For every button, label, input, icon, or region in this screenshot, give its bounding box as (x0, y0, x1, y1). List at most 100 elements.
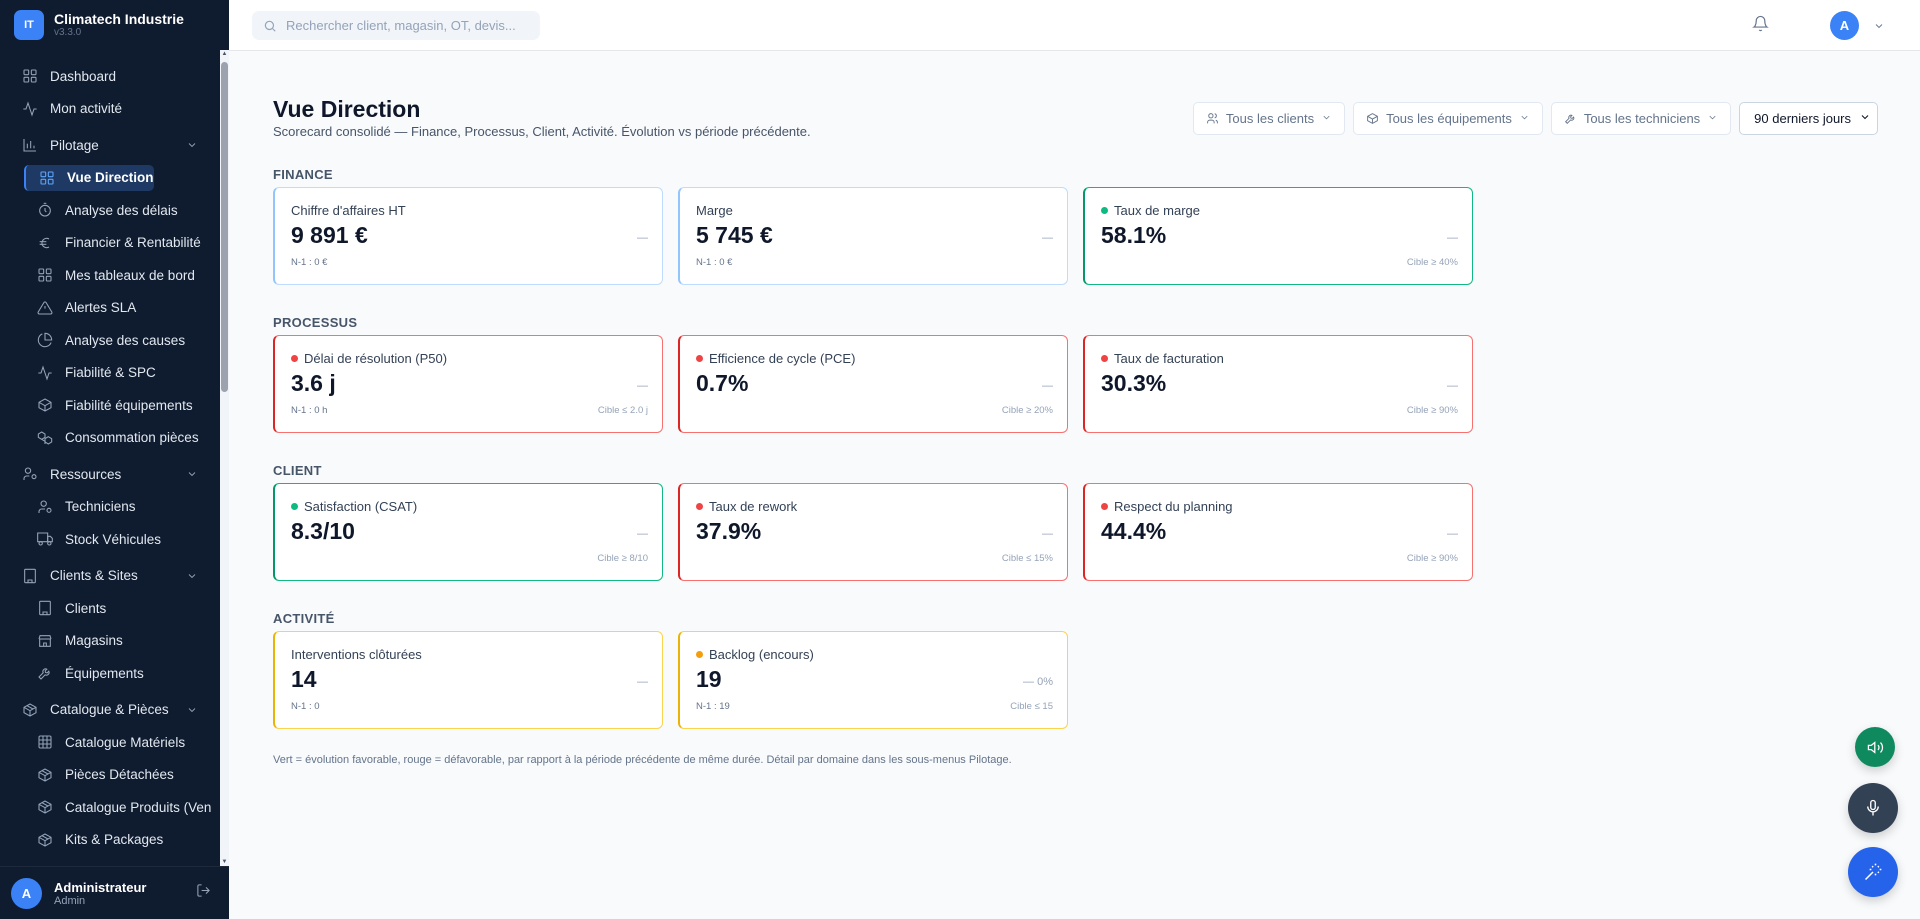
kpi-trend: — (1447, 528, 1458, 540)
package-icon (37, 832, 53, 848)
sidebar-item-pieces-detachees[interactable]: Pièces Détachées (0, 759, 220, 792)
bell-icon[interactable] (1752, 15, 1769, 37)
package-icon (22, 702, 38, 718)
sidebar-item-label: Catalogue Matériels (65, 734, 186, 750)
kpi-card-title-row: Taux de facturation (1101, 351, 1456, 366)
sidebar-item-ressources[interactable]: Ressources (0, 458, 220, 491)
sidebar-item-fiabilite-spc[interactable]: Fiabilité & SPC (0, 357, 220, 390)
kpi-card-taux-de-marge[interactable]: Taux de marge 58.1% — Cible ≥ 40% (1083, 187, 1473, 285)
sidebar-item-alertes-sla[interactable]: Alertes SLA (0, 292, 220, 325)
kpi-card-satisfaction-csat[interactable]: Satisfaction (CSAT) 8.3/10 — Cible ≥ 8/10 (273, 483, 663, 581)
sidebar-item-clients[interactable]: Clients (0, 592, 220, 625)
kpi-trend: — 0% (1023, 676, 1053, 688)
search-icon (264, 20, 276, 32)
kpi-value: 19 (696, 666, 722, 692)
sidebar-item-techniciens[interactable]: Techniciens (0, 491, 220, 524)
speaker-icon (1867, 740, 1883, 754)
period-select[interactable]: 90 derniers jours (1739, 102, 1878, 135)
sidebar-item-label: Financier & Rentabilité (65, 235, 201, 251)
topbar-avatar[interactable]: A (1830, 11, 1859, 40)
kpi-card-backlog-encours[interactable]: Backlog (encours) 19 — 0% N-1 : 19 Cible ≤ 1… (678, 631, 1068, 729)
kpi-card-delai-de-resolution-p50[interactable]: Délai de résolution (P50) 3.6 j — N-1 : 0 h… (273, 335, 663, 433)
sidebar-item-pilotage[interactable]: Pilotage (0, 129, 220, 162)
sidebar-item-fiabilite-equipements[interactable]: Fiabilité équipements (0, 389, 220, 422)
sidebar-item-catalogue-pieces[interactable]: Catalogue & Pièces (0, 694, 220, 727)
sidebar-item-stock-vehicules[interactable]: Stock Véhicules (0, 523, 220, 556)
user-avatar[interactable]: A (11, 877, 42, 909)
sound-button[interactable] (1855, 727, 1895, 767)
sidebar-item-label: Stock Véhicules (65, 531, 162, 547)
brand[interactable]: IT Climatech Industrie v3.3.0 (0, 0, 229, 50)
kpi-card-title-row: Interventions clôturées (291, 647, 646, 662)
bar-chart-icon (22, 137, 38, 153)
sidebar-item-dashboard[interactable]: Dashboard (0, 60, 220, 93)
chevron-down-icon (186, 468, 198, 480)
brand-logo: IT (14, 10, 44, 40)
sidebar-item-vue-direction[interactable]: Vue Direction (24, 164, 154, 191)
sidebar-item-clients-sites[interactable]: Clients & Sites (0, 560, 220, 593)
grid-icon (22, 68, 38, 84)
kpi-card-marge[interactable]: Marge 5 745 € — N-1 : 0 € (678, 187, 1068, 285)
kpi-target: Cible ≤ 15 (1010, 701, 1053, 712)
kpi-card-respect-du-planning[interactable]: Respect du planning 44.4% — Cible ≥ 90% (1083, 483, 1473, 581)
kpi-card-title-row: Taux de rework (696, 499, 1051, 514)
sidebar-item-analyse-des-delais[interactable]: Analyse des délais (0, 194, 220, 227)
kpi-card-interventions-cloturees[interactable]: Interventions clôturées 14 — N-1 : 0 (273, 631, 663, 729)
sidebar-item-kits-packages[interactable]: Kits & Packages (0, 824, 220, 857)
kpi-value: 14 (291, 666, 317, 692)
chevron-down-icon[interactable] (1873, 19, 1885, 37)
kpi-title: Chiffre d'affaires HT (291, 203, 406, 218)
user-role: Admin (54, 894, 86, 907)
kpi-trend: — (637, 528, 648, 540)
sidebar-item-catalogue-materiels[interactable]: Catalogue Matériels (0, 726, 220, 759)
alert-triangle-icon (37, 300, 53, 316)
kpi-title: Respect du planning (1114, 499, 1233, 514)
kpi-card-chiffre-d-affaires-ht[interactable]: Chiffre d'affaires HT 9 891 € — N-1 : 0 € (273, 187, 663, 285)
period-label: 90 derniers jours (1754, 111, 1851, 126)
sidebar-item-label: Magasins (65, 633, 123, 649)
kpi-title: Backlog (encours) (709, 647, 814, 662)
search-box[interactable] (252, 11, 540, 40)
filter-bar: Tous les clients Tous les équipements To… (1192, 102, 1878, 135)
kpi-target: Cible ≥ 90% (1406, 405, 1458, 416)
sidebar-item-magasins[interactable]: Magasins (0, 625, 220, 658)
kpi-card-taux-de-facturation[interactable]: Taux de facturation 30.3% — Cible ≥ 90% (1083, 335, 1473, 433)
filter-clients-label: Tous les clients (1225, 111, 1315, 126)
sidebar-item-label: Mes tableaux de bord (65, 267, 195, 283)
sidebar-item-label: Alertes SLA (65, 300, 137, 316)
kpi-card-taux-de-rework[interactable]: Taux de rework 37.9% — Cible ≤ 15% (678, 483, 1068, 581)
kpi-value: 0.7% (696, 370, 749, 396)
kpi-card-title-row: Backlog (encours) (696, 647, 1051, 662)
kpi-title: Efficience de cycle (PCE) (709, 351, 856, 366)
sidebar-scrollbar[interactable]: ▲ ▼ (220, 50, 229, 866)
filter-clients[interactable]: Tous les clients (1192, 102, 1346, 135)
sidebar-item-consommation-pieces[interactable]: Consommation pièces (0, 422, 220, 455)
kpi-card-efficience-de-cycle-pce[interactable]: Efficience de cycle (PCE) 0.7% — Cible ≥ 20… (678, 335, 1068, 433)
microphone-button[interactable] (1848, 783, 1898, 833)
ai-assistant-button[interactable] (1848, 847, 1898, 897)
filter-equipements[interactable]: Tous les équipements (1353, 102, 1543, 135)
sidebar-item-analyse-des-causes[interactable]: Analyse des causes (0, 324, 220, 357)
kpi-value: 37.9% (696, 518, 762, 544)
chevron-down-icon (186, 704, 198, 716)
sidebar-nav: Dashboard Mon activité Pilotage Vue Directi… (0, 50, 220, 866)
sidebar-item-equipements[interactable]: Équipements (0, 657, 220, 690)
kpi-target: Cible ≤ 15% (1001, 553, 1053, 564)
scroll-down-arrow-icon[interactable]: ▼ (221, 859, 228, 865)
sidebar-item-mes-tableaux-de-bord[interactable]: Mes tableaux de bord (0, 259, 220, 292)
section-label-processus: PROCESSUS (273, 315, 358, 330)
sidebar-item-mon-activite[interactable]: Mon activité (0, 93, 220, 126)
sidebar-item-financier-rentabilite[interactable]: Financier & Rentabilité (0, 227, 220, 260)
logout-icon[interactable] (196, 883, 211, 903)
sidebar-item-catalogue-produits-ven[interactable]: Catalogue Produits (Ven (0, 791, 220, 824)
filter-techniciens[interactable]: Tous les techniciens (1550, 102, 1732, 135)
search-input[interactable] (286, 18, 536, 33)
brand-name: Climatech Industrie (54, 11, 184, 27)
users-icon (22, 466, 38, 482)
kpi-card-title-row: Délai de résolution (P50) (291, 351, 646, 366)
kpi-target: Cible ≤ 2.0 j (597, 405, 648, 416)
scroll-thumb[interactable] (221, 62, 228, 392)
kpi-value: 9 891 € (291, 222, 368, 248)
user-panel: A Administrateur Admin (0, 866, 229, 919)
scroll-up-arrow-icon[interactable]: ▲ (221, 51, 228, 57)
